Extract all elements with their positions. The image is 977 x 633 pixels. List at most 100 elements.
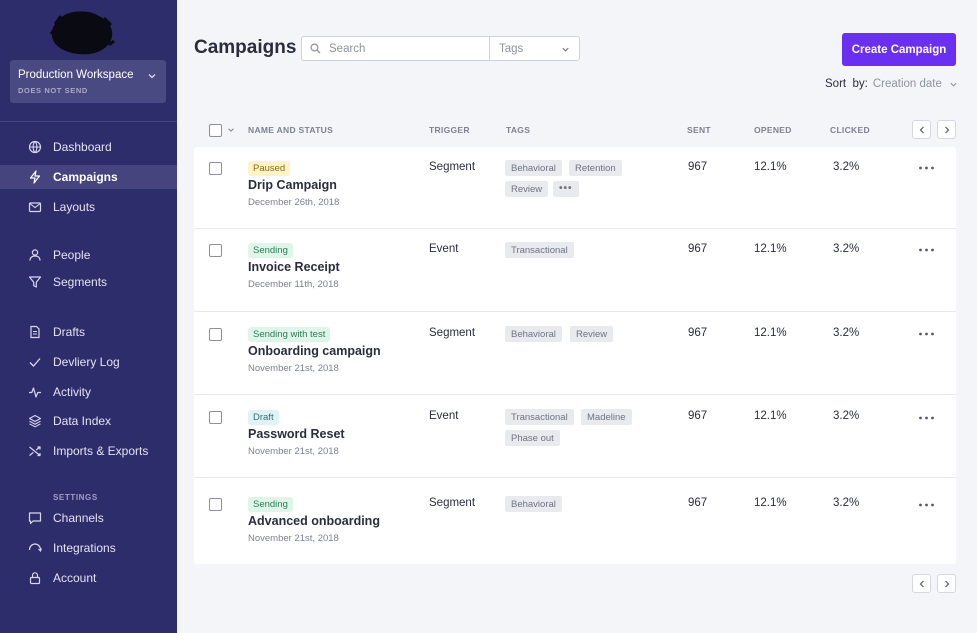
row-checkbox[interactable] xyxy=(209,328,222,341)
mail-icon xyxy=(28,202,42,213)
more-options-icon[interactable] xyxy=(918,163,935,173)
row-checkbox[interactable] xyxy=(209,162,222,175)
sort-control[interactable]: Sort by: Creation date xyxy=(825,78,958,90)
next-page-button-bottom[interactable] xyxy=(937,574,956,593)
settings-heading: SETTINGS xyxy=(53,493,98,502)
more-options-icon[interactable] xyxy=(918,413,935,423)
pulse-icon xyxy=(29,387,41,398)
trigger-cell: Segment xyxy=(429,327,476,339)
campaign-date: December 11th, 2018 xyxy=(248,279,339,290)
campaign-name[interactable]: Password Reset xyxy=(248,427,345,441)
sidebar-item-activity[interactable]: Activity xyxy=(0,380,177,404)
tag-chip: Behavioral xyxy=(505,326,562,342)
row-checkbox[interactable] xyxy=(209,498,222,511)
column-header-tags: TAGS xyxy=(506,125,531,135)
campaign-date: December 26th, 2018 xyxy=(248,197,340,208)
column-header-opened: OPENED xyxy=(754,125,792,135)
sidebar-item-data-index[interactable]: Data Index xyxy=(0,409,177,433)
tag-chip: Retention xyxy=(569,160,622,176)
integration-icon xyxy=(28,543,42,552)
column-header-sent: SENT xyxy=(687,125,711,135)
opened-cell: 12.1% xyxy=(754,243,787,255)
sent-cell: 967 xyxy=(688,497,708,509)
column-header-trigger: TRIGGER xyxy=(429,125,470,135)
sidebar-item-channels[interactable]: Channels xyxy=(0,506,177,530)
trigger-cell: Event xyxy=(429,243,459,255)
prev-page-button-bottom[interactable] xyxy=(912,574,931,593)
sidebar-item-dashboard[interactable]: Dashboard xyxy=(0,135,177,159)
sidebar-item-segments[interactable]: Segments xyxy=(0,270,177,294)
sidebar-item-label: Imports & Exports xyxy=(53,444,149,458)
status-badge: Sending with test xyxy=(248,327,331,342)
shuffle-icon xyxy=(29,446,41,457)
sidebar-item-integrations[interactable]: Integrations xyxy=(0,536,177,560)
campaign-date: November 21st, 2018 xyxy=(248,446,339,457)
sidebar-item-imports-exports[interactable]: Imports & Exports xyxy=(0,439,177,463)
campaign-name[interactable]: Drip Campaign xyxy=(248,178,337,192)
tag-chip: Transactional xyxy=(505,409,574,425)
person-icon xyxy=(29,249,41,261)
opened-cell: 12.1% xyxy=(754,497,787,509)
lock-icon xyxy=(29,572,41,585)
campaign-name[interactable]: Advanced onboarding xyxy=(248,514,380,528)
status-badge: Paused xyxy=(248,161,291,176)
table-row[interactable]: Sending Advanced onboarding November 21s… xyxy=(194,478,956,564)
tag-chip: Review xyxy=(570,326,614,342)
tags-dropdown-placeholder: Tags xyxy=(499,43,524,55)
sent-cell: 967 xyxy=(688,243,708,255)
sidebar-item-drafts[interactable]: Drafts xyxy=(0,320,177,344)
sidebar-item-label: Activity xyxy=(53,385,92,399)
tags-dropdown[interactable]: Tags xyxy=(489,36,580,61)
chevron-right-icon xyxy=(944,580,949,587)
filter-icon xyxy=(28,276,42,288)
sidebar-item-label: Devliery Log xyxy=(53,355,120,369)
lightning-icon xyxy=(29,170,41,184)
search-input[interactable] xyxy=(329,42,479,55)
document-icon xyxy=(30,325,40,339)
clicked-cell: 3.2% xyxy=(833,497,860,509)
chevron-right-icon xyxy=(944,126,949,133)
row-checkbox[interactable] xyxy=(209,411,222,424)
sidebar-item-delivery-log[interactable]: Devliery Log xyxy=(0,350,177,374)
sidebar-item-layouts[interactable]: Layouts xyxy=(0,195,177,219)
more-options-icon[interactable] xyxy=(918,500,935,510)
chevron-down-icon xyxy=(950,82,957,87)
sent-cell: 967 xyxy=(688,161,708,173)
sidebar-item-label: Segments xyxy=(53,275,108,289)
table-row[interactable]: Draft Password Reset November 21st, 2018… xyxy=(194,395,956,478)
next-page-button[interactable] xyxy=(937,120,956,139)
more-options-icon[interactable] xyxy=(918,245,935,255)
clicked-cell: 3.2% xyxy=(833,161,860,173)
workspace-switcher[interactable]: Production Workspace DOES NOT SEND xyxy=(10,60,166,103)
status-badge: Draft xyxy=(248,410,279,425)
sidebar-item-label: Drafts xyxy=(53,325,86,339)
sidebar-divider xyxy=(0,121,177,122)
table-row[interactable]: Paused Drip Campaign December 26th, 2018… xyxy=(194,147,956,229)
search-box[interactable] xyxy=(301,36,490,61)
table-row[interactable]: Sending Invoice Receipt December 11th, 2… xyxy=(194,229,956,312)
sidebar-item-account[interactable]: Account xyxy=(0,566,177,590)
campaigns-table: Paused Drip Campaign December 26th, 2018… xyxy=(194,147,956,564)
sidebar-item-people[interactable]: People xyxy=(0,243,177,267)
campaign-date: November 21st, 2018 xyxy=(248,533,339,544)
clicked-cell: 3.2% xyxy=(833,243,860,255)
campaign-name[interactable]: Invoice Receipt xyxy=(248,260,340,274)
sidebar-item-campaigns[interactable]: Campaigns xyxy=(0,165,177,189)
tag-chip: Phase out xyxy=(505,430,560,446)
create-campaign-button[interactable]: Create Campaign xyxy=(842,33,956,66)
row-checkbox[interactable] xyxy=(209,244,222,257)
table-row[interactable]: Sending with test Onboarding campaign No… xyxy=(194,312,956,395)
prev-page-button[interactable] xyxy=(912,120,931,139)
workspace-subtitle: DOES NOT SEND xyxy=(18,86,88,95)
campaign-name[interactable]: Onboarding campaign xyxy=(248,344,381,358)
more-tags-button[interactable]: ••• xyxy=(553,181,579,197)
sort-value: Creation date xyxy=(872,78,942,90)
select-all-checkbox[interactable] xyxy=(209,124,222,137)
tag-chip: Behavioral xyxy=(505,496,562,512)
more-options-icon[interactable] xyxy=(918,329,935,339)
opened-cell: 12.1% xyxy=(754,327,787,339)
sidebar-item-label: Channels xyxy=(53,511,104,525)
chevron-down-icon[interactable] xyxy=(227,126,235,134)
globe-icon xyxy=(28,140,42,154)
sidebar-item-label: Account xyxy=(53,571,97,585)
